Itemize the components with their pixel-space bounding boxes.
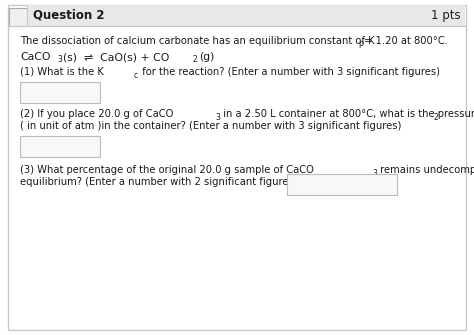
Text: (1) What is the K: (1) What is the K (20, 67, 104, 77)
Bar (27, 5, 465, 26)
Text: 1 pts: 1 pts (431, 8, 461, 21)
Text: CaCO: CaCO (20, 52, 51, 62)
Text: (2) If you place 20.0 g of CaCO: (2) If you place 20.0 g of CaCO (20, 109, 173, 119)
Text: in a 2.50 L container at 800°C, what is the pressure of CO: in a 2.50 L container at 800°C, what is … (220, 109, 474, 119)
Text: (3) What percentage of the original 20.0 g sample of CaCO: (3) What percentage of the original 20.0… (20, 165, 314, 175)
Bar (20, 136, 100, 157)
Text: (s)  ⇌  CaO(s) + CO: (s) ⇌ CaO(s) + CO (63, 52, 169, 62)
Text: Question 2: Question 2 (33, 8, 104, 21)
Text: The dissociation of calcium carbonate has an equilibrium constant of K: The dissociation of calcium carbonate ha… (20, 36, 374, 46)
Text: remains undecomposed at: remains undecomposed at (377, 165, 474, 175)
Bar (20, 82, 100, 103)
Text: equilibrium? (Enter a number with 2 significant figures): equilibrium? (Enter a number with 2 sign… (20, 177, 298, 187)
Text: 3: 3 (215, 113, 220, 122)
Bar (287, 174, 397, 195)
Text: (g): (g) (199, 52, 214, 62)
Text: c: c (134, 70, 138, 79)
Text: 2: 2 (193, 56, 198, 65)
Text: 2: 2 (434, 113, 439, 122)
Bar (9, 8, 27, 26)
Text: 3: 3 (372, 169, 377, 178)
Text: 3: 3 (57, 56, 62, 65)
Text: ( in unit of atm )in the container? (Enter a number with 3 significant figures): ( in unit of atm )in the container? (Ent… (20, 121, 401, 131)
Text: p: p (358, 40, 363, 49)
Text: = 1.20 at 800°C.: = 1.20 at 800°C. (364, 36, 448, 46)
Text: for the reaction? (Enter a number with 3 significant figures): for the reaction? (Enter a number with 3… (139, 67, 440, 77)
